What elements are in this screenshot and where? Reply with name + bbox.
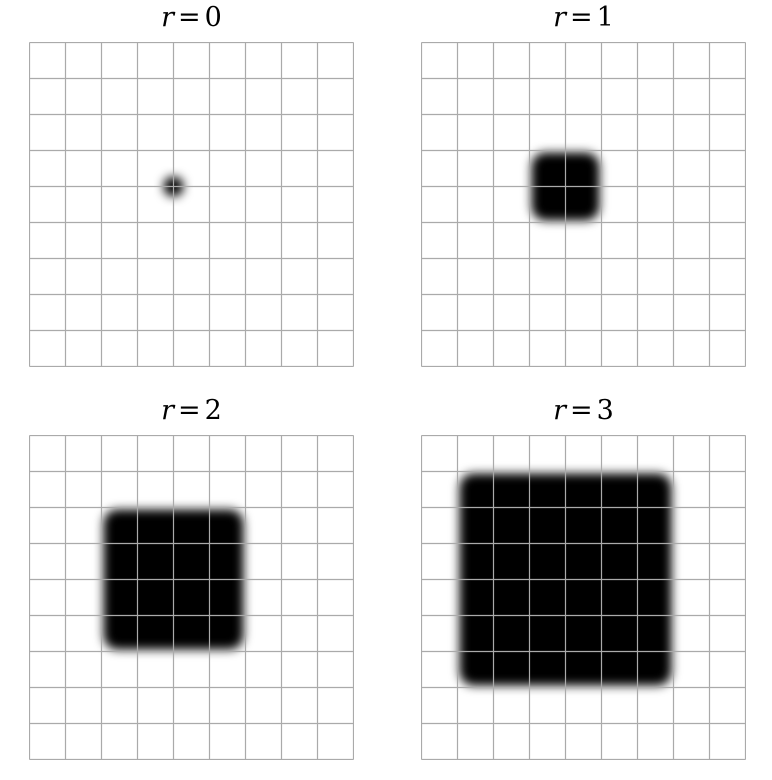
grid-diagram	[421, 42, 746, 367]
grid-lines	[29, 42, 354, 367]
title-value: 2	[204, 395, 222, 426]
title-value: 3	[596, 395, 614, 426]
panel-title: r = 3	[421, 393, 746, 429]
title-value: 1	[596, 2, 614, 33]
grid-lines	[29, 435, 354, 760]
grid-lines	[421, 435, 746, 760]
title-operator: =	[178, 395, 201, 426]
panel-title: r = 1	[421, 0, 746, 36]
title-operator: =	[570, 2, 593, 33]
panel-title: r = 2	[29, 393, 354, 429]
grid-diagram	[29, 435, 354, 760]
grid-background	[29, 42, 354, 367]
title-operator: =	[570, 395, 593, 426]
grid-diagram	[29, 42, 354, 367]
grid-lines	[421, 42, 746, 367]
title-variable: r	[161, 395, 175, 426]
title-value: 0	[204, 2, 222, 33]
title-variable: r	[553, 2, 567, 33]
title-operator: =	[178, 2, 201, 33]
panel-title: r = 0	[29, 0, 354, 36]
grid-diagram	[421, 435, 746, 760]
title-variable: r	[161, 2, 175, 33]
title-variable: r	[553, 395, 567, 426]
